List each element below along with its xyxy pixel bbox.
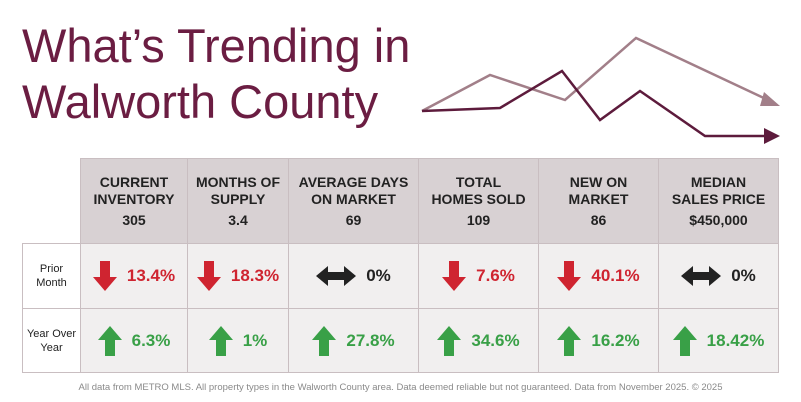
column-label: HOMES SOLD [431,190,526,207]
change-value: 7.6% [476,266,515,285]
change-value: 0% [731,266,756,285]
trend-arrow [208,325,233,356]
change-value: 0% [366,266,391,285]
arrow-icon [208,325,233,356]
change-value: 1% [242,330,268,350]
row-label: Year Over Year [22,308,81,373]
arrow-icon [316,266,357,286]
trend-arrow [557,261,582,291]
column-label: MONTHS OF [196,173,280,190]
row-label-line: Year Over [26,327,77,340]
column-value: $450,000 [689,211,748,228]
row-label: Prior Month [22,243,81,309]
column-value: 69 [345,211,362,228]
trend-arrow [672,325,697,356]
trend-arrow [92,261,117,291]
column-header: CURRENT INVENTORY 305 [80,158,188,244]
arrow-icon [442,261,467,291]
trend-arrow [681,266,722,286]
trend-arrow [442,261,467,291]
column-label: CURRENT [99,173,169,190]
trend-decoration [421,36,780,144]
arrow-icon [92,261,117,291]
title-line: What’s Trending in [22,19,411,72]
change-value: 6.3% [131,330,171,350]
footer: All data from METRO MLS. All property ty… [78,382,723,393]
column-label: AVERAGE DAYS [298,173,409,190]
column-label: NEW ON [569,173,628,190]
column-label: MEDIAN [690,173,747,190]
column-value: 305 [122,211,146,228]
column-label: SALES PRICE [671,190,766,207]
row-label-line: Month [36,277,67,289]
stat-cell: 27.8% [288,308,419,373]
stat-cell: 6.3% [80,308,188,373]
change-value: 18.3% [230,266,280,285]
change-value: 16.2% [591,330,640,350]
column-label: ON MARKET [311,190,396,207]
arrow-icon [557,325,582,356]
stat-cell: 18.42% [658,308,779,373]
column-header: AVERAGE DAYS ON MARKET 69 [288,158,419,244]
stat-cell: 0% [288,243,419,309]
stat-cell: 13.4% [80,243,188,309]
column-label: TOTAL [455,173,502,190]
column-header: MEDIAN SALES PRICE $450,000 [658,158,779,244]
column-value: 86 [590,211,607,228]
stat-cell: 16.2% [538,308,659,373]
stat-cell: 34.6% [418,308,539,373]
column-value: 3.4 [228,211,248,228]
trend-arrow [97,325,122,356]
change-value: 13.4% [126,266,176,285]
arrow-icon [312,325,337,356]
arrow-icon [97,325,122,356]
stat-cell: 1% [187,308,289,373]
stat-cell: 0% [658,243,779,309]
arrow-icon [437,325,462,356]
change-value: 40.1% [591,266,640,285]
trend-arrow [557,325,582,356]
change-value: 34.6% [471,330,520,350]
column-label: INVENTORY [93,190,175,207]
change-value: 27.8% [346,330,395,350]
stat-cell: 18.3% [187,243,289,309]
column-label: SUPPLY [210,190,266,207]
stat-cell: 40.1% [538,243,659,309]
arrow-icon [681,266,722,286]
change-value: 18.42% [706,330,765,350]
trend-arrow [312,325,337,356]
arrow-icon [557,261,582,291]
column-header: NEW ON MARKET 86 [538,158,659,244]
column-label: MARKET [568,190,629,207]
title-line: Walworth County [22,75,379,128]
row-label-line: Prior [39,263,64,275]
arrow-icon [672,325,697,356]
trend-arrow [437,325,462,356]
stat-cell: 7.6% [418,243,539,309]
trend-arrow [196,261,221,291]
arrow-icon [196,261,221,291]
trend-arrow [316,266,357,286]
column-header: TOTAL HOMES SOLD 109 [418,158,539,244]
column-value: 109 [466,211,491,228]
column-header: MONTHS OF SUPPLY 3.4 [187,158,289,244]
row-label-line: Year [40,341,63,354]
